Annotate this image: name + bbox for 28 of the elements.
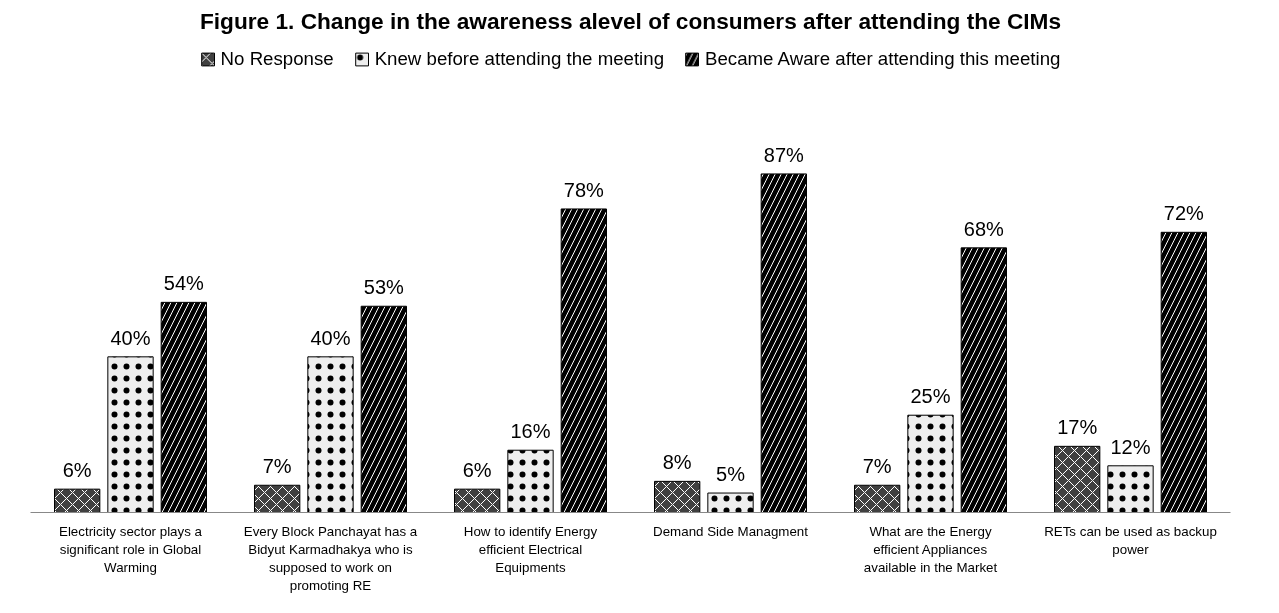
data-label: 7%: [262, 455, 292, 478]
data-label: 87%: [763, 143, 805, 166]
legend-label: Knew before attending the meeting: [374, 48, 665, 70]
data-label: 53%: [363, 276, 405, 299]
data-label: 12%: [1110, 435, 1151, 458]
x-tick-label: RETs can be used as backup power: [1044, 523, 1217, 557]
x-tick-label: Every Block Panchayat has a Bidyut Karmadhakya who is supposed to work on promoting RE: [243, 523, 418, 593]
legend-label: No Response: [220, 48, 334, 70]
data-label: 40%: [110, 326, 151, 349]
data-label: 68%: [963, 217, 1005, 240]
data-label: 8%: [662, 451, 692, 474]
data-label: 25%: [910, 385, 951, 408]
data-label: 54%: [163, 272, 205, 295]
x-tick-label: Demand Side Managment: [653, 523, 809, 539]
data-label: 72%: [1163, 202, 1205, 225]
data-label: 78%: [563, 178, 605, 201]
chart-title: Figure 1. Change in the awareness alevel of consumers after attending the CIMs: [199, 7, 1062, 34]
data-label: 7%: [862, 455, 892, 478]
x-tick-label: How to identify Energy efficient Electrical Equipments: [463, 523, 598, 575]
legend-label: Became Aware after attending this meeting: [705, 48, 1061, 70]
data-label: 40%: [310, 326, 351, 349]
data-label: 6%: [62, 459, 92, 482]
data-label: 17%: [1057, 416, 1098, 439]
data-label: 6%: [462, 459, 492, 482]
data-label: 5%: [716, 463, 746, 486]
data-label: 16%: [510, 420, 551, 443]
x-tick-label: What are the Energy efficient Appliances available in the Market: [863, 523, 998, 575]
x-tick-label: Electricity sector plays a significant role in Global Warming: [59, 523, 203, 575]
